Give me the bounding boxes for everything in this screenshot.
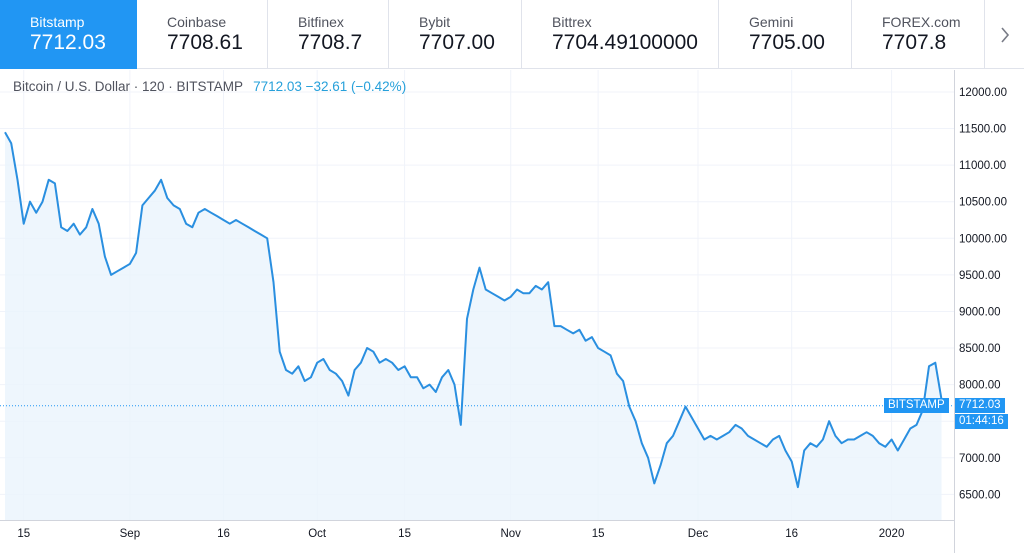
x-tick-label: 16 xyxy=(217,528,230,540)
series-area xyxy=(5,132,942,520)
bar-countdown-label: 01:44:16 xyxy=(955,414,1008,430)
symbol-label: Bitcoin / U.S. Dollar · 120 · BITSTAMP xyxy=(13,79,244,94)
series-line xyxy=(4,131,943,489)
y-tick-label: 11000.00 xyxy=(959,160,1006,172)
x-tick-label: 2020 xyxy=(879,528,905,540)
exchange-price: 7707.8 xyxy=(882,31,947,54)
price-chart-svg[interactable]: 12000.00 11500.00 11000.00 10500.00 10000.00… xyxy=(0,70,1024,553)
x-tick-label: 15 xyxy=(398,528,411,540)
exchange-tabs: Bitstamp 7712.03 Coinbase 7708.61 Bitfin… xyxy=(0,0,1024,69)
exchange-name: Bittrex xyxy=(552,14,592,30)
exchange-tab-bybit[interactable]: Bybit 7707.00 xyxy=(389,0,522,69)
x-tick-label: Dec xyxy=(688,528,709,540)
exchange-name: Coinbase xyxy=(167,14,227,30)
exchange-price-label: BITSTAMP xyxy=(884,398,949,414)
exchange-name: Bitstamp xyxy=(30,14,85,30)
y-tick-label: 11500.00 xyxy=(959,124,1006,136)
y-tick-label: 7000.00 xyxy=(959,453,1001,465)
exchange-price: 7708.7 xyxy=(298,31,363,54)
exchange-price: 7712.03 xyxy=(30,31,106,54)
chart-legend: Bitcoin / U.S. Dollar · 120 · BITSTAMP 77… xyxy=(13,79,406,94)
x-tick-label: Oct xyxy=(308,528,327,540)
exchange-name: Bybit xyxy=(419,14,451,30)
y-tick-label: 6500.00 xyxy=(959,489,1001,501)
x-tick-label: 15 xyxy=(17,528,30,540)
y-tick-label: 12000.00 xyxy=(959,87,1007,99)
exchange-price: 7705.00 xyxy=(749,31,825,54)
exchange-tab-bittrex[interactable]: Bittrex 7704.49100000 xyxy=(522,0,719,69)
time-axis: 15 Sep 16 Oct 15 Nov 15 Dec 16 2020 xyxy=(0,520,954,540)
exchange-price: 7707.00 xyxy=(419,31,495,54)
exchange-tab-bitstamp[interactable]: Bitstamp 7712.03 xyxy=(0,0,137,69)
exchange-name: Bitfinex xyxy=(298,14,344,30)
exchange-tab-bitfinex[interactable]: Bitfinex 7708.7 xyxy=(268,0,389,69)
y-tick-label: 10500.00 xyxy=(959,197,1007,209)
legend-values: 7712.03 −32.61 (−0.42%) xyxy=(253,79,407,94)
exchange-tab-coinbase[interactable]: Coinbase 7708.61 xyxy=(137,0,268,69)
x-tick-label: 16 xyxy=(785,528,798,540)
chart-plot xyxy=(0,131,954,520)
y-tick-label: 8500.00 xyxy=(959,343,1001,355)
exchange-name: FOREX.com xyxy=(882,14,961,30)
price-chart[interactable]: 12000.00 11500.00 11000.00 10500.00 10000.00… xyxy=(0,70,1024,553)
y-tick-label: 9000.00 xyxy=(959,306,1001,318)
y-tick-label: 9500.00 xyxy=(959,270,1001,282)
exchange-name: Gemini xyxy=(749,14,794,30)
x-tick-label: 15 xyxy=(592,528,605,540)
x-tick-label: Nov xyxy=(500,528,521,540)
last-price-label: 7712.03 xyxy=(955,398,1005,414)
y-tick-label: 10000.00 xyxy=(959,233,1007,245)
x-tick-label: Sep xyxy=(120,528,140,540)
exchange-tab-forex[interactable]: FOREX.com 7707.8 xyxy=(852,0,985,69)
chevron-right-icon xyxy=(1000,26,1009,43)
exchange-price: 7708.61 xyxy=(167,31,243,54)
price-axis: 12000.00 11500.00 11000.00 10500.00 10000.00… xyxy=(954,70,1007,553)
y-tick-label: 8000.00 xyxy=(959,380,1001,392)
exchange-price: 7704.49100000 xyxy=(552,31,698,54)
exchange-tab-gemini[interactable]: Gemini 7705.00 xyxy=(719,0,852,69)
next-exchanges-button[interactable] xyxy=(985,0,1024,69)
